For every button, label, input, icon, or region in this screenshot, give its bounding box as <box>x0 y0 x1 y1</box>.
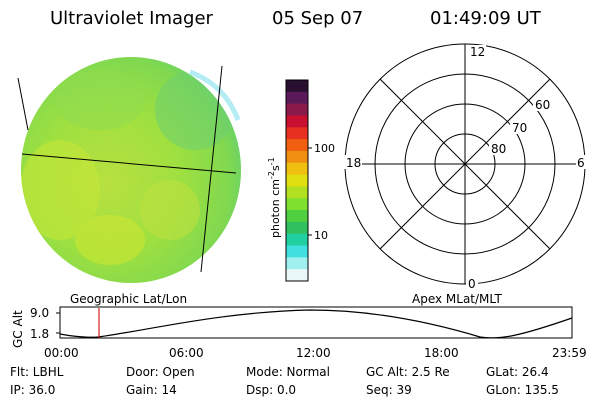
colorbar <box>286 80 308 282</box>
colorbar-tick-10: 10 <box>314 229 328 242</box>
lat-label-80: 80 <box>491 142 506 156</box>
info-door: Door: Open <box>126 365 195 379</box>
caption-apex: Apex MLat/MLT <box>412 292 502 306</box>
caption-geographic: Geographic Lat/Lon <box>70 292 187 306</box>
colorbar-swatch <box>286 269 308 282</box>
altitude-xtick-1800: 18:00 <box>424 346 459 360</box>
altitude-xtick-0000: 00:00 <box>44 346 79 360</box>
instrument-title: Ultraviolet Imager <box>50 8 213 29</box>
colorbar-swatch <box>286 127 308 140</box>
geo-grid-lines <box>17 65 237 273</box>
colorbar-swatch <box>286 245 308 258</box>
altitude-curve <box>59 309 573 339</box>
info-glon: GLon: 135.5 <box>486 383 559 397</box>
colorbar-swatch <box>286 162 308 176</box>
mlt-label-18: 18 <box>346 156 361 170</box>
colorbar-swatch <box>286 221 308 235</box>
altitude-xtick-2359: 23:59 <box>552 346 587 360</box>
colorbar-swatch <box>286 150 308 164</box>
info-gc-alt: GC Alt: 2.5 Re <box>366 365 450 379</box>
info-dsp: Dsp: 0.0 <box>246 383 297 397</box>
altitude-plot <box>56 306 573 339</box>
mlt-label-0: 0 <box>468 277 476 291</box>
info-seq: Seq: 39 <box>366 383 412 397</box>
colorbar-swatch <box>286 115 308 128</box>
altitude-xtick-0600: 06:00 <box>169 346 204 360</box>
colorbar-swatch <box>286 103 308 116</box>
colorbar-swatch <box>286 198 308 211</box>
time-label: 01:49:09 UT <box>430 8 541 29</box>
info-filter: Flt: LBHL <box>10 365 64 379</box>
colorbar-swatch <box>286 210 308 223</box>
lat-label-60: 60 <box>535 98 550 112</box>
altitude-ylabel: GC Alt <box>11 310 25 348</box>
mlt-label-12: 12 <box>470 45 485 59</box>
info-glat: GLat: 26.4 <box>486 365 549 379</box>
colorbar-swatch <box>286 91 308 105</box>
date-label: 05 Sep 07 <box>272 8 364 29</box>
colorbar-swatch <box>286 139 308 152</box>
altitude-ytick-1-8: 1.8 <box>30 327 49 341</box>
colorbar-frame <box>285 79 309 282</box>
colorbar-swatch <box>286 80 308 93</box>
colorbar-tick-100: 100 <box>314 142 335 155</box>
colorbar-swatch <box>286 257 308 270</box>
colorbar-label: photon cm-2s-1 <box>267 157 282 238</box>
colorbar-swatch <box>286 174 308 187</box>
info-gain: Gain: 14 <box>126 383 177 397</box>
colorbar-swatch <box>286 186 308 199</box>
altitude-xtick-1200: 12:00 <box>296 346 331 360</box>
lat-label-70: 70 <box>512 121 527 135</box>
info-mode: Mode: Normal <box>246 365 330 379</box>
colorbar-swatch <box>286 233 308 247</box>
polar-plot <box>344 43 586 285</box>
mlt-label-6: 6 <box>577 156 585 170</box>
altitude-ytick-9: 9.0 <box>30 306 49 320</box>
info-ip: IP: 36.0 <box>10 383 56 397</box>
